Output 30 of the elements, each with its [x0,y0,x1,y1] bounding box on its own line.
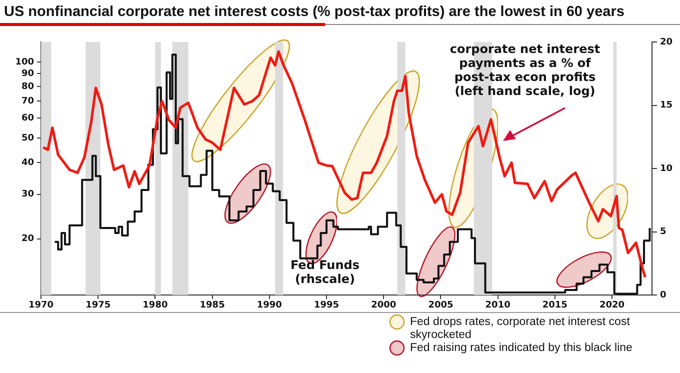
y-tick-label: 40 [21,158,34,168]
annotation: Fed Funds (rhscale) [289,258,361,286]
x-tick-label: 2005 [428,300,454,311]
x-tick-label: 1990 [256,300,282,311]
y-tick-label: 60 [21,114,34,124]
x-tick-label: 1985 [200,300,225,311]
x-tick-label: 2020 [599,300,625,311]
y-tick-label: 50 [21,134,34,144]
x-tick-label: 1975 [86,300,111,311]
y-tick-label: 90 [21,68,34,79]
y-tick-label: 30 [21,190,34,200]
x-tick-label: 2000 [371,300,396,311]
y2-tick-label: 0 [660,290,666,300]
x-tick-label: 1995 [314,300,340,311]
y-tick-label: 20 [21,234,34,244]
y2-tick-label: 10 [660,164,673,174]
text: Fed raising rates indicated by this black line [410,342,634,355]
x-tick-label: 1980 [142,300,168,311]
annotation: corporate net interest payments as a % of post-tax econ profits (left hand scale, log) [448,42,602,98]
y2-tick-label: 5 [660,227,666,238]
chart-title: US nonfinancial corporate net interest costs (% post-tax profits) are the lowest in 60 years [4,4,624,20]
x-tick-label: 2015 [542,300,568,311]
y2-tick-label: 15 [660,100,673,111]
y-tick-label: 100 [15,57,34,68]
x-tick-label: 2010 [485,300,510,311]
text: Fed drops rates, corporate net interest cost skyrocketed [410,316,631,342]
x-tick-label: 1970 [28,300,54,311]
y-tick-label: 80 [21,82,34,92]
y2-tick-label: 20 [660,37,673,48]
y-tick-label: 70 [21,96,34,107]
